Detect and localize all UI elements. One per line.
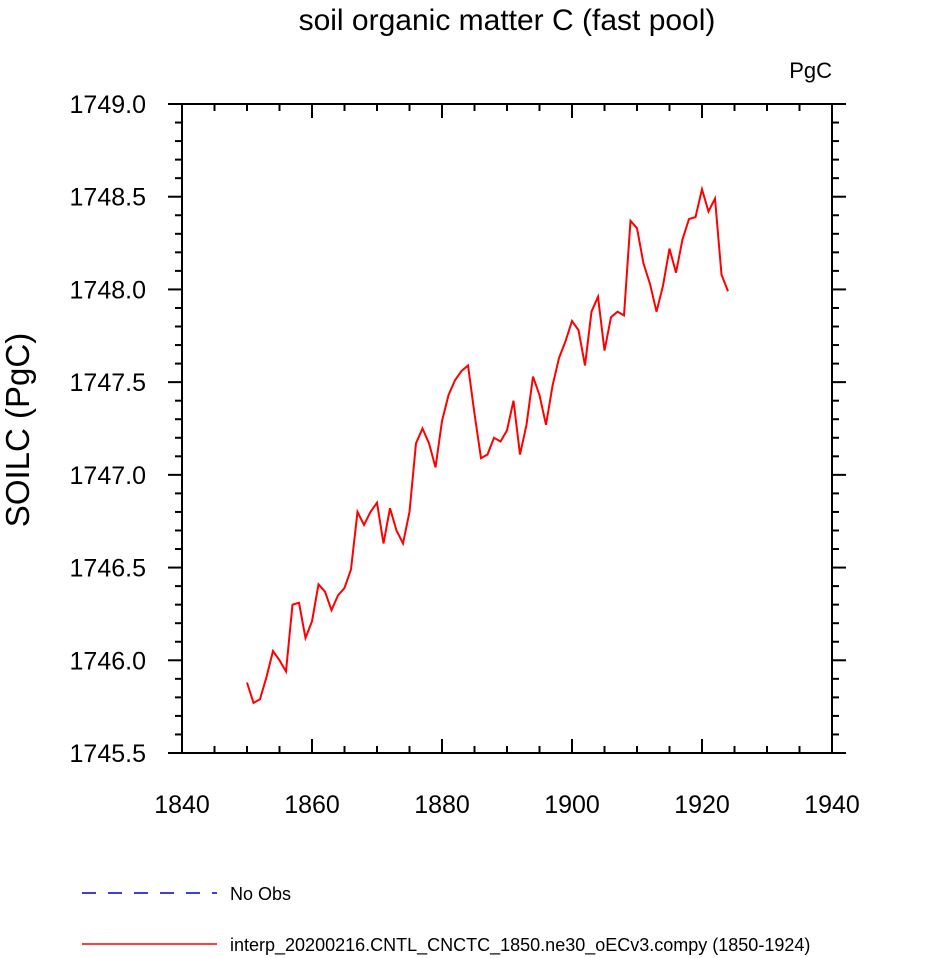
y-tick-label: 1745.5 [70,740,146,768]
axis-ticks [168,103,846,754]
y-axis-label: SOILC (PgC) [0,333,36,527]
x-tick-label: 1920 [674,791,730,819]
tick-labels: 1840 1860 1880 1900 1920 1940 1745.5 1746.0 1746… [70,91,860,819]
x-tick-label: 1880 [414,791,470,819]
legend-label: interp_20200216.CNTL_CNCTC_1850.ne30_oEC… [230,935,810,956]
y-tick-label: 1747.0 [70,462,146,490]
x-tick-label: 1860 [284,791,340,819]
series-line [246,185,729,705]
y-tick-label: 1747.5 [70,369,146,397]
x-tick-label: 1840 [154,791,210,819]
chart-title: soil organic matter C (fast pool) [299,4,716,37]
units-label: PgC [789,58,832,83]
y-tick-label: 1746.0 [70,647,146,675]
y-tick-label: 1748.5 [70,184,146,212]
legend: No Obs interp_20200216.CNTL_CNCTC_1850.ne… [82,884,810,956]
y-tick-label: 1749.0 [70,91,146,119]
legend-label: No Obs [230,884,291,904]
x-tick-label: 1900 [544,791,600,819]
series-group [246,185,729,705]
plot-frame [181,103,833,754]
x-tick-label: 1940 [804,791,860,819]
y-tick-label: 1746.5 [70,555,146,583]
y-tick-label: 1748.0 [70,276,146,304]
